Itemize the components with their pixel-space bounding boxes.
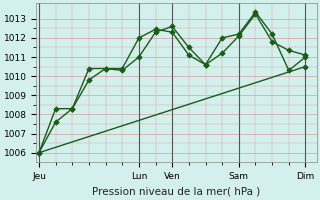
X-axis label: Pression niveau de la mer( hPa ): Pression niveau de la mer( hPa ) [92,187,260,197]
